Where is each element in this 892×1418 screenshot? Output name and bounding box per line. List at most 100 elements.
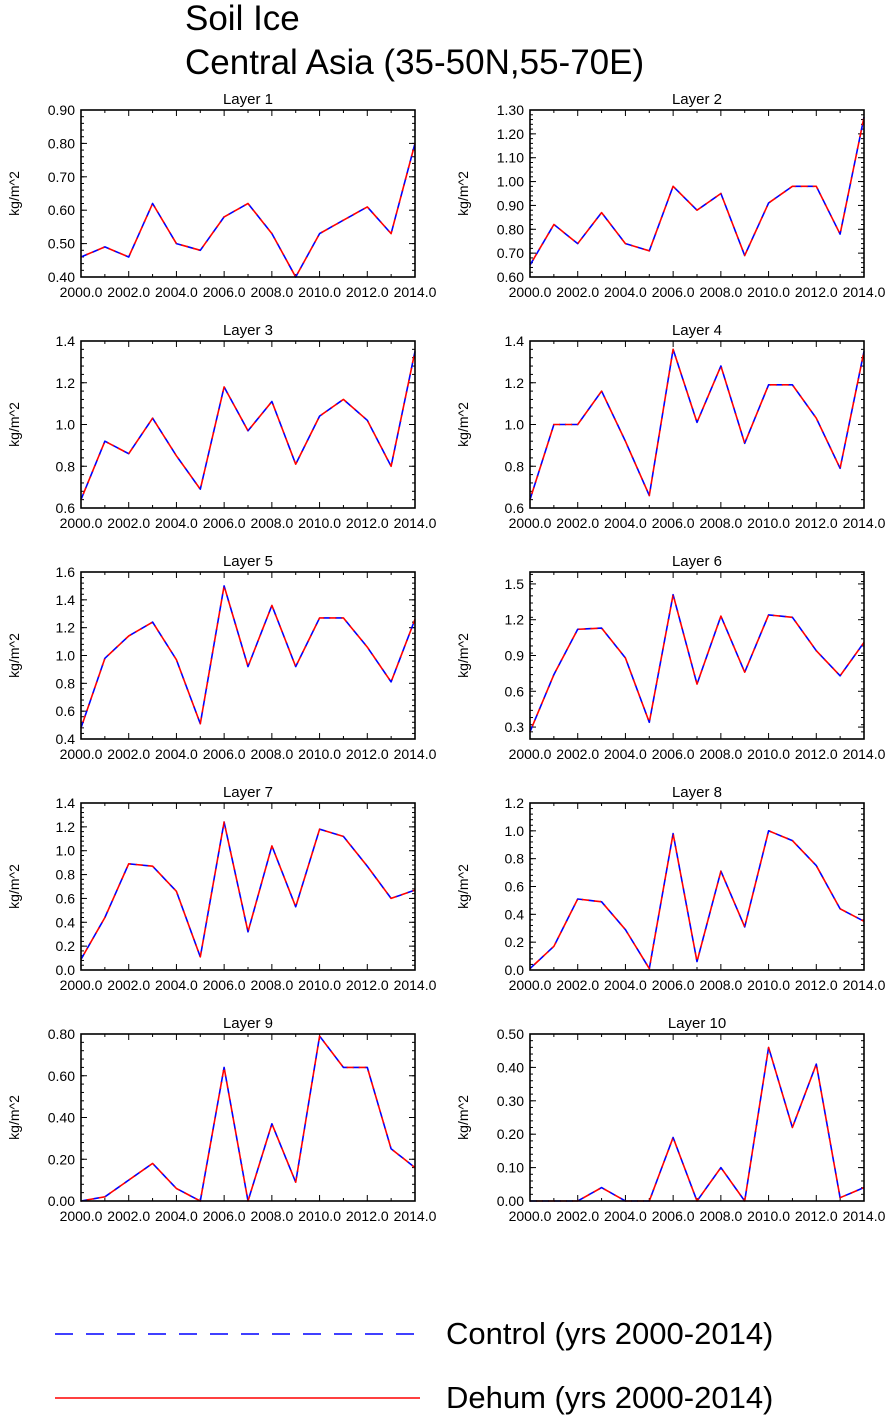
x-tick-label: 2008.0 [699, 284, 742, 300]
x-tick-label: 2004.0 [155, 977, 198, 993]
x-tick-label: 2010.0 [298, 977, 341, 993]
y-tick-label: 1.2 [56, 375, 76, 391]
x-tick-label: 2008.0 [250, 1208, 293, 1224]
y-axis-label: kg/m^2 [455, 1095, 471, 1140]
x-tick-label: 2006.0 [203, 1208, 246, 1224]
panel-title: Layer 2 [672, 91, 722, 108]
panel-title: Layer 6 [672, 553, 722, 570]
series-line-dehum [529, 117, 865, 266]
x-tick-label: 2010.0 [298, 515, 341, 531]
series-line-control [530, 1046, 865, 1202]
panel-title: Layer 9 [223, 1015, 273, 1032]
y-tick-label: 1.0 [505, 823, 525, 839]
x-tick-label: 2014.0 [843, 515, 886, 531]
y-tick-label: 1.2 [505, 795, 525, 811]
x-tick-label: 2010.0 [298, 284, 341, 300]
y-tick-label: 0.6 [505, 500, 525, 516]
x-tick-label: 2014.0 [394, 746, 437, 762]
x-tick-label: 2004.0 [604, 746, 647, 762]
y-tick-label: 0.4 [56, 731, 76, 747]
x-tick-label: 2002.0 [107, 284, 150, 300]
x-tick-label: 2010.0 [747, 977, 790, 993]
x-tick-label: 2008.0 [699, 746, 742, 762]
x-tick-label: 2004.0 [604, 977, 647, 993]
panel-layer-3: Layer 3 kg/m^2 2000.0 2002.0 2004.0 2006.0 200… [6, 322, 437, 531]
x-tick-label: 2006.0 [203, 515, 246, 531]
plot-frame [80, 109, 416, 278]
panel-title: Layer 10 [668, 1015, 726, 1032]
y-tick-label: 0.50 [497, 1026, 524, 1042]
y-tick-label: 0.6 [505, 879, 525, 895]
x-tick-label: 2008.0 [250, 977, 293, 993]
y-tick-label: 1.0 [56, 417, 76, 433]
x-tick-label: 2006.0 [652, 1208, 695, 1224]
x-tick-label: 2008.0 [250, 515, 293, 531]
x-tick-label: 2004.0 [604, 1208, 647, 1224]
y-tick-label: 1.30 [497, 102, 524, 118]
y-tick-label: 0.8 [56, 458, 76, 474]
y-tick-label: 0.20 [497, 1126, 524, 1142]
legend: Control (yrs 2000-2014) Dehum (yrs 2000-… [55, 1316, 773, 1415]
x-tick-label: 2014.0 [394, 977, 437, 993]
y-tick-label: 0.00 [497, 1193, 524, 1209]
legend-dehum-label: Dehum (yrs 2000-2014) [446, 1380, 773, 1415]
y-tick-label: 0.6 [56, 890, 76, 906]
x-tick-label: 2000.0 [509, 977, 552, 993]
series-line-control [80, 143, 416, 278]
x-tick-label: 2008.0 [250, 284, 293, 300]
x-tick-label: 2000.0 [60, 977, 103, 993]
y-tick-label: 1.0 [56, 843, 76, 859]
y-tick-label: 0.40 [48, 1110, 75, 1126]
y-tick-label: 1.4 [56, 333, 76, 349]
y-tick-label: 1.2 [505, 375, 525, 391]
x-tick-label: 2000.0 [509, 746, 552, 762]
x-tick-label: 2002.0 [556, 1208, 599, 1224]
x-tick-label: 2008.0 [699, 515, 742, 531]
y-tick-label: 0.6 [56, 703, 76, 719]
series-line-control [529, 593, 865, 733]
plot-frame [529, 109, 865, 278]
x-tick-label: 2004.0 [604, 284, 647, 300]
x-tick-label: 2006.0 [203, 977, 246, 993]
y-tick-label: 0.9 [505, 648, 525, 664]
x-tick-label: 2014.0 [843, 977, 886, 993]
x-tick-label: 2010.0 [298, 1208, 341, 1224]
series-line-dehum [80, 585, 416, 729]
panel-layer-9: Layer 9 kg/m^2 2000.0 2002.0 2004.0 2006.0 200… [6, 1015, 437, 1224]
x-tick-label: 2000.0 [509, 515, 552, 531]
y-tick-label: 0.0 [505, 962, 525, 978]
y-tick-label: 0.4 [56, 914, 76, 930]
x-tick-label: 2006.0 [203, 284, 246, 300]
y-axis-label: kg/m^2 [6, 633, 22, 678]
y-axis-label: kg/m^2 [455, 171, 471, 216]
x-tick-label: 2002.0 [556, 977, 599, 993]
x-tick-label: 2008.0 [699, 1208, 742, 1224]
plot-frame [529, 1033, 865, 1202]
plot-frame [529, 571, 865, 740]
x-tick-label: 2006.0 [652, 284, 695, 300]
x-tick-label: 2000.0 [60, 1208, 103, 1224]
x-tick-label: 2012.0 [795, 284, 838, 300]
title-line-1: Soil Ice [185, 0, 300, 38]
panel-layer-7: Layer 7 kg/m^2 2000.0 2002.0 2004.0 2006.0 200… [6, 784, 437, 993]
y-axis-label: kg/m^2 [6, 402, 22, 447]
x-tick-label: 2014.0 [843, 746, 886, 762]
plot-frame [80, 802, 416, 971]
y-tick-label: 0.60 [48, 1068, 75, 1084]
y-tick-label: 0.20 [48, 1151, 75, 1167]
series-line-dehum [529, 348, 865, 500]
series-line-dehum [80, 143, 416, 278]
x-tick-label: 2012.0 [795, 746, 838, 762]
panel-title: Layer 8 [672, 784, 722, 801]
y-tick-label: 1.6 [56, 564, 76, 580]
x-tick-label: 2002.0 [556, 515, 599, 531]
series-line-control [529, 348, 865, 500]
x-tick-label: 2000.0 [60, 746, 103, 762]
y-tick-label: 0.2 [505, 934, 525, 950]
x-tick-label: 2002.0 [556, 746, 599, 762]
y-tick-label: 1.4 [505, 333, 525, 349]
plot-frame [80, 340, 416, 509]
x-tick-label: 2000.0 [60, 284, 103, 300]
